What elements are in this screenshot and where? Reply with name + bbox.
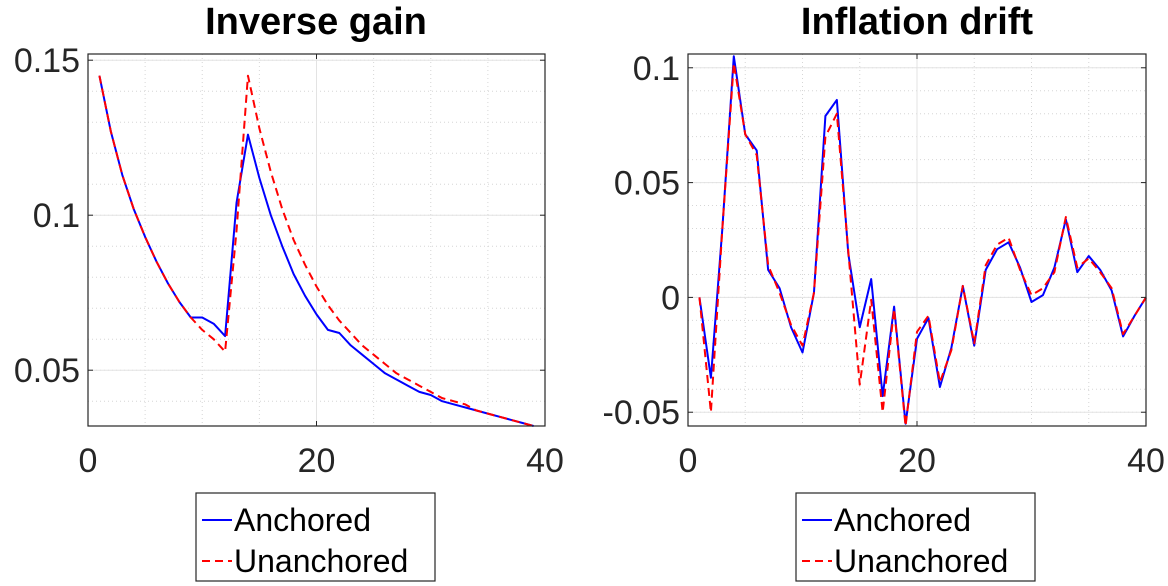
chart-1: 0 20 40 0.05 0.1 0.15 Inverse gain Anchored Unan… bbox=[14, 1, 564, 582]
series-line-anchored bbox=[698, 55, 1147, 425]
legend-box bbox=[195, 492, 436, 582]
chart-2: 0 20 40 -0.05 0 0.05 0.1 Inflation drift Anchore… bbox=[603, 1, 1165, 582]
legend-entry-anchored: Anchored bbox=[834, 502, 971, 538]
legend: Anchored Unanchored bbox=[795, 492, 1036, 582]
y-tick-label: 0.05 bbox=[614, 165, 680, 203]
x-tick-label: 40 bbox=[1127, 442, 1165, 480]
y-tick-label: 0.05 bbox=[14, 352, 80, 390]
x-tick-label: 0 bbox=[679, 442, 698, 480]
legend-box bbox=[795, 492, 1036, 582]
legend: Anchored Unanchored bbox=[195, 492, 436, 582]
x-tick-label: 0 bbox=[79, 442, 98, 480]
series-line-unanchored bbox=[98, 74, 534, 427]
y-tick-label: 0.15 bbox=[14, 42, 80, 80]
y-tick-label: -0.05 bbox=[603, 394, 681, 432]
x-tick-label: 40 bbox=[526, 442, 564, 480]
legend-entry-unanchored: Unanchored bbox=[234, 543, 408, 579]
chart-title: Inverse gain bbox=[205, 1, 427, 43]
x-tick-label: 20 bbox=[298, 442, 336, 480]
y-tick-label: 0 bbox=[661, 279, 680, 317]
x-tick-label: 20 bbox=[898, 442, 936, 480]
legend-entry-anchored: Anchored bbox=[234, 502, 371, 538]
chart-title: Inflation drift bbox=[801, 1, 1034, 43]
legend-entry-unanchored: Unanchored bbox=[834, 543, 1008, 579]
y-tick-label: 0.1 bbox=[633, 50, 680, 88]
series-line-unanchored bbox=[698, 62, 1147, 427]
y-tick-label: 0.1 bbox=[33, 197, 80, 235]
